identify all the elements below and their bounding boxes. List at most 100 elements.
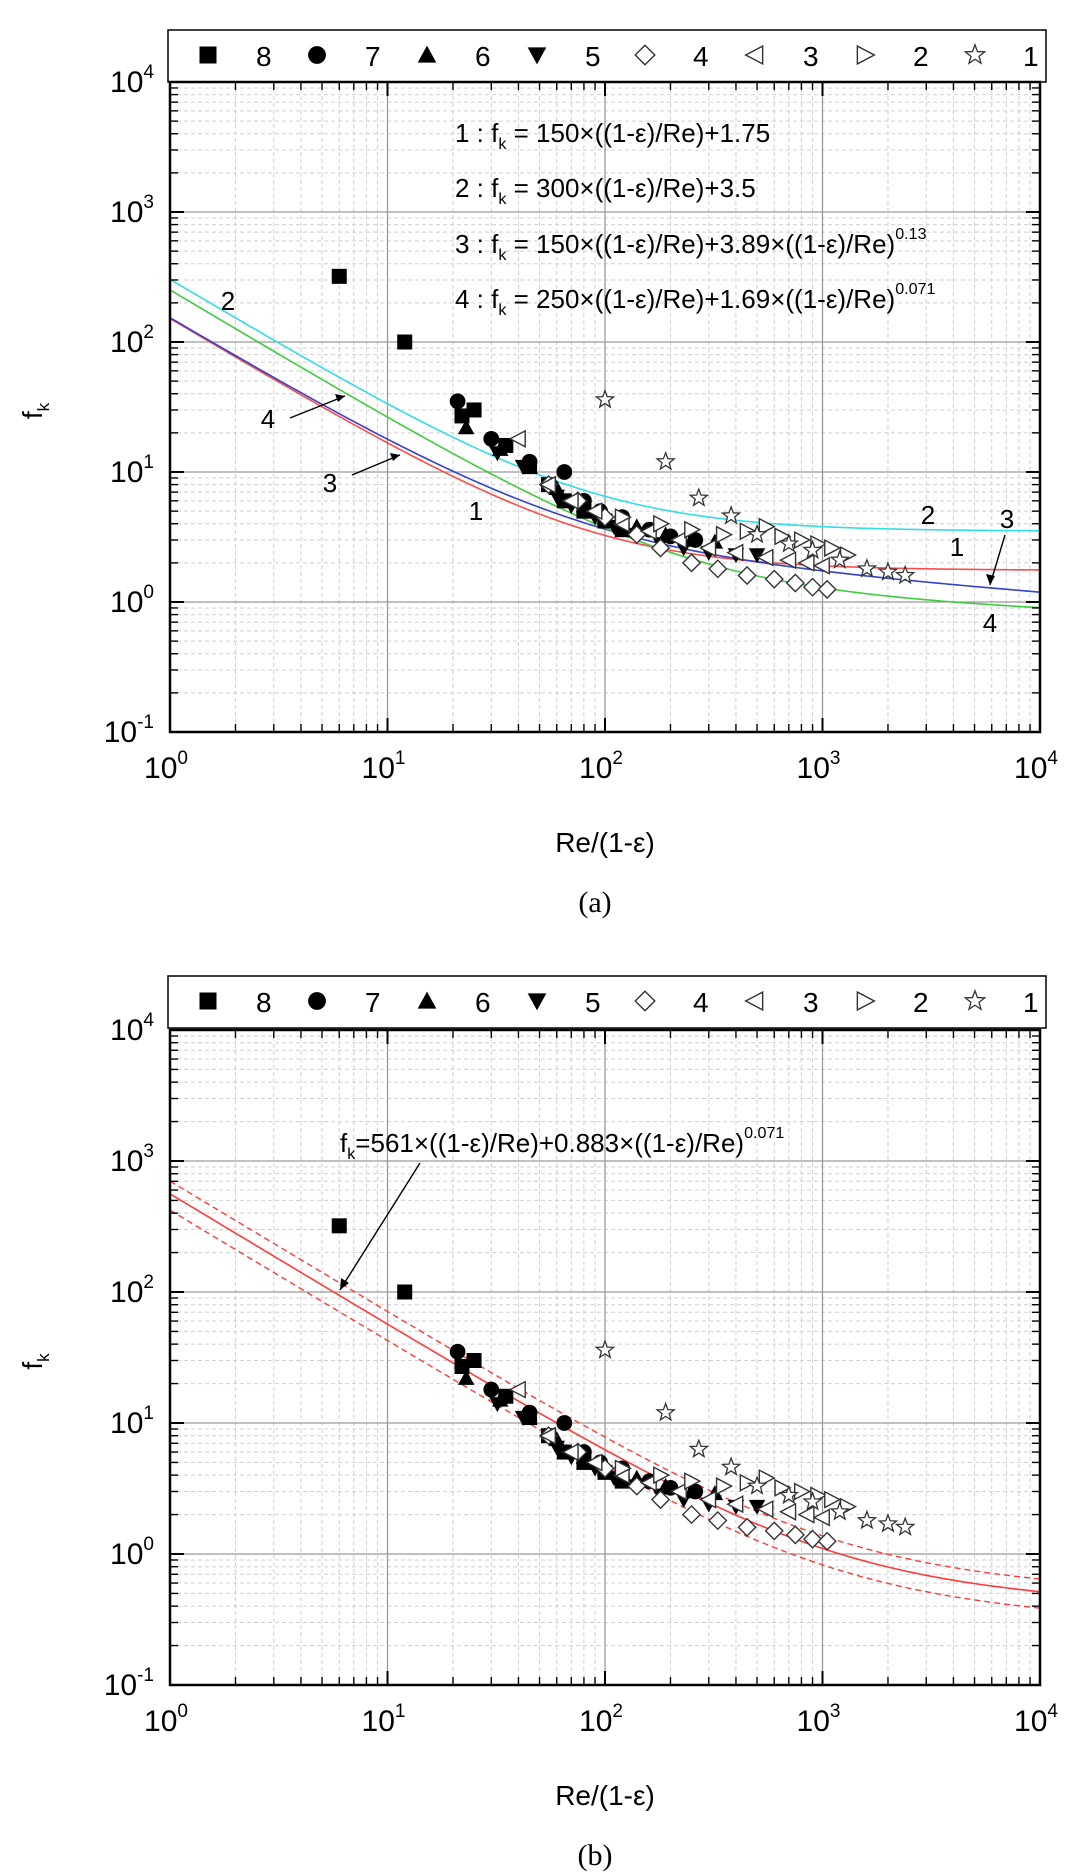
data-point-2 — [774, 527, 792, 546]
equation-prefix: 2 : f — [455, 173, 499, 203]
y-tick-exponent: 3 — [143, 192, 154, 213]
ticks — [169, 1029, 1041, 1686]
equation-1: 1 : fk = 150×((1-ε)/Re)+1.75 — [455, 118, 770, 153]
data-point-3 — [669, 530, 687, 550]
equation-body: = 300×((1-ε)/Re)+3.5 — [506, 173, 755, 203]
data-point-6 — [575, 1448, 593, 1464]
legend-marker-1 — [963, 988, 987, 1011]
data-point-2 — [715, 1477, 734, 1496]
data-point-5 — [489, 446, 506, 462]
y-tick-label: 100 — [110, 582, 154, 619]
x-tick-label: 102 — [579, 748, 623, 785]
data-point-1 — [594, 1339, 616, 1359]
data-point-1 — [655, 1401, 676, 1422]
x-tick-exponent: 3 — [830, 1701, 841, 1722]
y-tick-exponent: 1 — [143, 1403, 154, 1424]
curve-label-3-right: 3 — [1000, 504, 1014, 534]
x-tick-label: 101 — [362, 1701, 406, 1738]
y-tick-exponent: 4 — [143, 1010, 154, 1031]
equation-subscript: k — [347, 1145, 356, 1163]
y-tick-label: 103 — [110, 192, 154, 229]
x-tick-label: 101 — [362, 748, 406, 785]
x-tick-exponent: 0 — [177, 748, 188, 769]
data-point-4 — [802, 1529, 823, 1549]
data-point-4 — [764, 1521, 784, 1541]
data-point-5 — [514, 459, 532, 475]
legend-label-8: 8 — [256, 41, 272, 72]
y-tick-label: 10-1 — [104, 712, 154, 749]
data-point-1 — [829, 1500, 851, 1521]
data-point-7 — [449, 393, 466, 410]
data-point-1 — [746, 523, 768, 544]
x-tick-exponent: 4 — [1047, 1701, 1058, 1722]
data-point-3 — [669, 1482, 687, 1501]
y-tick-exponent: -1 — [137, 1665, 154, 1686]
fit-equation: fk=561×((1-ε)/Re)+0.883×((1-ε)/Re)0.071 — [340, 1124, 784, 1163]
y-tick-exponent: 0 — [143, 582, 154, 603]
data-point-3 — [726, 543, 744, 562]
equations: 1 : fk = 150×((1-ε)/Re)+1.752 : fk = 300… — [455, 118, 936, 319]
data-point-3 — [797, 553, 815, 572]
equation-body: = 150×((1-ε)/Re)+3.89×((1-ε)/Re) — [506, 229, 895, 259]
data-point-8 — [466, 1352, 482, 1368]
y-tick-label: 101 — [110, 452, 154, 489]
equation-subscript: k — [498, 190, 507, 208]
data-point-5 — [514, 1410, 532, 1426]
y-tick-label: 103 — [110, 1141, 154, 1178]
data-point-5 — [748, 1499, 766, 1515]
data-point-2 — [684, 520, 702, 539]
x-axis-title: Re/(1-ε) — [555, 827, 655, 858]
legend-marker-7 — [308, 46, 326, 64]
legend-marker-2 — [856, 990, 876, 1012]
data-point-3 — [779, 1502, 797, 1521]
x-tick-exponent: 1 — [395, 1701, 406, 1722]
data-point-3 — [508, 1380, 526, 1399]
data-point-1 — [594, 388, 616, 409]
legend-marker-2 — [856, 44, 876, 66]
legend-label-3: 3 — [803, 41, 819, 72]
legend-label-2: 2 — [913, 41, 929, 72]
data-point-2 — [793, 530, 812, 550]
data-point-2 — [653, 514, 671, 533]
panel-label: (b) — [578, 1839, 613, 1872]
x-tick-label: 100 — [144, 1701, 188, 1738]
equation-prefix: 4 : f — [455, 284, 499, 314]
legend-label-4: 4 — [693, 987, 709, 1018]
y-axis-title: fk — [17, 1353, 53, 1370]
y-tick-label: 101 — [110, 1403, 154, 1440]
data-point-4 — [817, 1531, 837, 1551]
legend-marker-4 — [634, 44, 656, 66]
data-point-3 — [561, 1443, 579, 1462]
data-point-4 — [708, 1510, 728, 1531]
data-point-4 — [737, 565, 757, 586]
data-point-4 — [785, 1525, 805, 1545]
data-point-1 — [877, 1512, 899, 1533]
y-tick-label: 10-1 — [104, 1665, 154, 1702]
y-tick-exponent: 2 — [143, 322, 154, 343]
curve-label-4-right: 4 — [983, 608, 997, 638]
arrow-4 — [289, 395, 346, 419]
data-point-4 — [708, 559, 728, 579]
data-point-2 — [614, 508, 632, 527]
equation-subscript: k — [498, 246, 507, 264]
data-point-1 — [829, 549, 851, 569]
data-point-3 — [699, 1490, 717, 1509]
data-point-1 — [894, 1516, 916, 1537]
data-point-4 — [802, 577, 823, 597]
data-point-3 — [797, 1505, 815, 1524]
data-point-4 — [737, 1517, 757, 1537]
curve-2 — [170, 278, 1040, 532]
data-point-2 — [684, 1472, 702, 1491]
legend-label-5: 5 — [585, 987, 601, 1018]
x-tick-label: 103 — [797, 1701, 841, 1738]
data-point-1 — [856, 557, 878, 578]
arrow-3 — [351, 454, 401, 476]
curve-1 — [170, 317, 1040, 571]
data-point-5 — [548, 1440, 565, 1456]
data-point-6 — [457, 419, 475, 435]
equation-body: = 150×((1-ε)/Re)+1.75 — [506, 118, 770, 148]
y-tick-label: 104 — [110, 1010, 154, 1047]
equation-subscript: k — [498, 301, 507, 319]
